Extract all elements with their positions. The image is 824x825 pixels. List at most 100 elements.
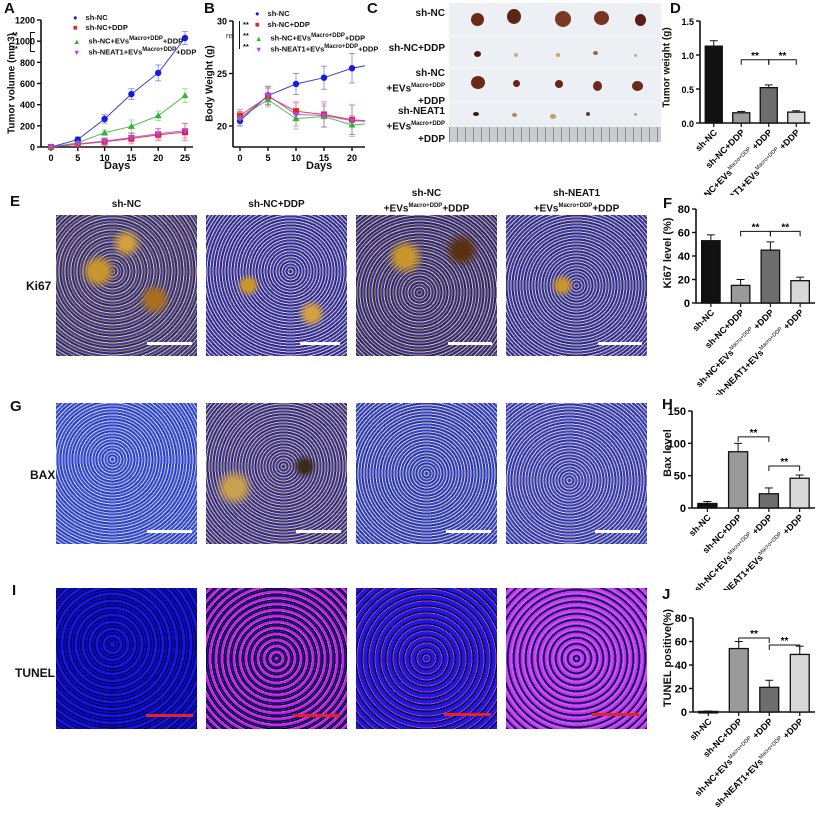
svg-text:sh-NC: sh-NC [688, 716, 714, 742]
svg-text:20: 20 [153, 153, 163, 163]
svg-text:20: 20 [675, 684, 687, 696]
triangle-up-marker-icon: ▲ [255, 33, 263, 43]
col-title-sh-neat1-evs: sh-NEAT1 +EVsMacro+DDP+DDP [533, 188, 620, 215]
chart-h-plot: 050100150sh-NCsh-NC+DDPsh-NC+EVsMacro+DD… [668, 406, 815, 590]
photo-label-row2: sh-NC+DDP [388, 43, 445, 54]
panel-label-j: J [662, 586, 671, 603]
svg-text:600: 600 [20, 79, 35, 89]
tunel-image-sh-nc-evs [356, 588, 497, 729]
svg-text:25: 25 [217, 69, 227, 79]
panel-label-c: C [367, 0, 378, 17]
panel-label-e: E [10, 193, 21, 210]
svg-text:0: 0 [48, 153, 53, 163]
tumor-strip-sh-nc [449, 3, 661, 38]
svg-text:20: 20 [217, 122, 227, 132]
sig-star-2: ** [243, 31, 249, 40]
ruler [449, 127, 661, 142]
svg-text:0: 0 [684, 298, 690, 310]
ki67-image-sh-nc-ddp [206, 215, 347, 356]
svg-text:200: 200 [20, 121, 35, 131]
tunel-image-sh-nc-ddp [206, 588, 347, 729]
ki67-image-sh-nc [56, 215, 197, 356]
chart-a-plot: 0 200 400 600 800 1000 1200 0 5 10 15 20 25 [15, 16, 193, 163]
svg-text:40: 40 [675, 660, 687, 672]
scale-bar [293, 714, 340, 717]
scale-bar [146, 714, 193, 717]
svg-text:0: 0 [680, 503, 686, 515]
svg-text:10: 10 [291, 153, 301, 163]
svg-text:**: ** [752, 222, 760, 233]
svg-text:20: 20 [347, 153, 357, 163]
panel-label-h: H [662, 396, 673, 413]
legend-item-sh-nc-ddp: ■ sh-NC+DDP [255, 20, 310, 29]
tumor-photo [449, 3, 661, 142]
tumor-strip-sh-neat1-evs [449, 103, 661, 129]
panel-label-b: B [204, 0, 215, 17]
chart-f-ylabel: Ki67 level (%) [662, 217, 674, 289]
col-title-sh-nc: sh-NC [111, 199, 142, 210]
svg-text:400: 400 [20, 100, 35, 110]
scale-bar [446, 530, 491, 533]
svg-text:60: 60 [678, 228, 690, 240]
panel-label-f: F [663, 195, 673, 212]
chart-h-ylabel: Bax level [662, 429, 674, 477]
svg-text:1.5: 1.5 [681, 17, 694, 27]
tunel-image-sh-nc [56, 588, 197, 729]
sig-star-3: ** [243, 42, 249, 51]
tunel-image-sh-neat1-evs [506, 588, 647, 729]
svg-text:1000: 1000 [15, 37, 35, 47]
triangle-down-marker-icon: ▼ [255, 44, 263, 54]
circle-marker-icon: ● [73, 13, 78, 22]
sig-star-1: ** [243, 20, 249, 29]
svg-text:**: ** [779, 51, 787, 62]
svg-text:50: 50 [674, 471, 686, 483]
svg-text:0: 0 [237, 153, 242, 163]
photo-label-row3: sh-NC +EVsMacro+DDP +DDP [386, 68, 445, 108]
panel-label-d: D [670, 0, 681, 17]
scale-bar [448, 342, 492, 345]
square-marker-icon: ■ [73, 23, 78, 32]
sig-ns: ns [226, 31, 234, 40]
chart-d-ylabel: Tumor weight (g) [661, 27, 673, 108]
chart-j-tunel-positive: 020406080sh-NCsh-NC+DDPsh-NC+EVsMacro+DD… [675, 613, 815, 809]
scale-bar [592, 713, 639, 716]
tumor-strip-sh-nc-ddp [449, 37, 661, 69]
chart-b-ylabel: Body Weight (g) [204, 45, 216, 122]
scale-bar [598, 342, 642, 345]
svg-text:40: 40 [678, 251, 690, 263]
svg-text:1.0: 1.0 [681, 51, 694, 61]
sig-star-1: ** [12, 30, 18, 39]
panel-label-a: A [4, 0, 15, 17]
svg-text:**: ** [751, 51, 759, 62]
tumor-strip-sh-nc-evs [449, 68, 661, 104]
chart-j-ylabel: TUNEL positive(%) [662, 608, 674, 708]
square-marker-icon: ■ [255, 20, 260, 29]
scale-bar [444, 713, 491, 716]
scale-bar [147, 342, 192, 345]
svg-text:25: 25 [180, 153, 190, 163]
bax-image-sh-nc-ddp [206, 403, 347, 544]
svg-text:**: ** [781, 636, 789, 647]
svg-text:**: ** [750, 428, 758, 439]
svg-text:sh-NC: sh-NC [687, 512, 713, 538]
legend-item-sh-nc-evs: ▲ sh-NC+EVsMacro+DDP+DDP [73, 36, 184, 46]
svg-text:5: 5 [265, 153, 270, 163]
svg-text:0.0: 0.0 [681, 119, 694, 129]
legend-item-sh-neat1-evs: ▼ sh-NEAT1+EVsMacro+DDP+DDP [255, 44, 379, 54]
chart-h-bax-level: 050100150sh-NCsh-NC+DDPsh-NC+EVsMacro+DD… [668, 406, 815, 590]
col-title-sh-nc-ddp: sh-NC+DDP [248, 199, 305, 210]
chart-d-tumor-weight: 0.00.51.01.5sh-NCsh-NC+DDPsh-NC+EVsMacro… [681, 17, 810, 195]
svg-text:**: ** [780, 457, 788, 468]
row-label-ki67: Ki67 [26, 279, 52, 293]
svg-text:80: 80 [678, 204, 690, 216]
chart-a-xlabel: Days [104, 160, 131, 172]
chart-b-body-weight: 2025300510152025 [217, 17, 365, 163]
triangle-up-marker-icon: ▲ [73, 36, 81, 46]
ki67-image-sh-neat1-evs [506, 215, 647, 356]
legend-item-sh-nc-ddp: ■ sh-NC+DDP [73, 23, 128, 32]
sig-bracket [239, 21, 240, 49]
chart-a-tumor-volume: 0 200 400 600 800 1000 1200 0 5 10 15 20 25 [15, 16, 193, 163]
chart-f-ki67-level: 020406080sh-NCsh-NC+DDPsh-NC+EVsMacro+DD… [678, 204, 815, 395]
scale-bar [595, 530, 640, 533]
svg-text:0.5: 0.5 [681, 85, 694, 95]
